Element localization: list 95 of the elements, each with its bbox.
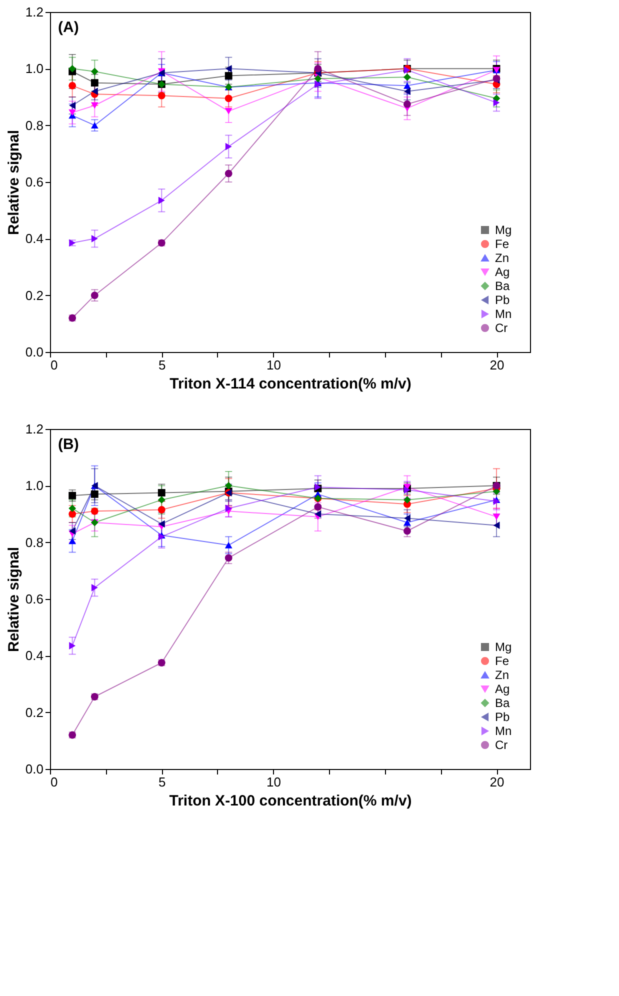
point	[69, 527, 76, 535]
point	[90, 79, 98, 87]
y-tick-label: 0.2	[25, 704, 44, 720]
point	[90, 292, 98, 300]
point	[158, 92, 166, 100]
legend-label: Ba	[495, 279, 510, 293]
chart-title: (B)	[58, 436, 79, 453]
point	[90, 68, 98, 76]
legend-label: Ba	[495, 696, 510, 710]
point	[314, 510, 322, 518]
point	[225, 142, 232, 150]
point	[224, 482, 232, 490]
y-tick-label: 0.0	[25, 762, 44, 776]
point	[90, 102, 98, 109]
point	[224, 108, 232, 114]
point	[224, 72, 232, 80]
point	[68, 538, 76, 544]
legend-label: Ag	[495, 265, 510, 279]
y-tick-label: 0.0	[25, 344, 44, 360]
point	[69, 642, 76, 650]
point	[91, 234, 98, 242]
y-tick-label: 1.0	[25, 478, 44, 494]
point	[90, 122, 98, 129]
y-tick-label: 0.4	[25, 231, 44, 246]
point	[224, 554, 232, 562]
point	[404, 527, 411, 535]
x-tick-label: 5	[158, 358, 166, 372]
point	[90, 490, 98, 498]
point	[91, 88, 98, 96]
legend-label: Mn	[495, 724, 512, 738]
y-tick-label: 0.4	[25, 648, 44, 664]
legend-label: Pb	[495, 710, 510, 724]
legend-label: Mg	[495, 223, 512, 237]
legend-label: Cr	[495, 321, 508, 335]
y-tick-label: 0.2	[25, 288, 44, 303]
point	[225, 64, 232, 72]
point	[68, 504, 76, 512]
point	[68, 510, 76, 518]
legend-label: Cr	[495, 738, 508, 752]
point	[404, 100, 411, 108]
point	[225, 504, 232, 512]
point	[158, 520, 165, 528]
point	[90, 507, 98, 515]
x-tick-label: 5	[158, 774, 166, 790]
x-axis-title: Triton X-114 concentration(% m/v)	[170, 376, 412, 392]
point	[224, 170, 232, 178]
x-tick-label: 0	[50, 774, 58, 790]
legend-label: Zn	[495, 668, 510, 682]
x-tick-label: 10	[266, 774, 281, 790]
y-axis-title: Relative signal	[5, 546, 22, 652]
point	[158, 506, 166, 514]
point	[404, 514, 410, 522]
y-tick-label: 1.2	[25, 4, 44, 20]
point	[68, 64, 76, 72]
point	[91, 584, 98, 592]
point	[158, 496, 166, 504]
legend-label: Mg	[495, 640, 512, 654]
point	[68, 109, 76, 116]
legend-label: Pb	[495, 293, 510, 307]
point	[314, 503, 322, 511]
point	[404, 82, 411, 89]
x-tick-label: 10	[266, 358, 281, 372]
point	[68, 492, 76, 500]
chart-title: (A)	[58, 19, 79, 36]
point	[158, 196, 165, 204]
y-tick-label: 0.8	[25, 118, 44, 133]
legend-label: Mn	[495, 307, 512, 321]
legend-label: Fe	[495, 237, 510, 251]
point	[493, 522, 500, 530]
y-tick-label: 0.8	[25, 534, 44, 550]
y-axis-title: Relative signal	[5, 130, 22, 236]
point	[224, 542, 232, 548]
point	[69, 102, 76, 110]
point	[314, 64, 322, 72]
x-tick-label: 0	[50, 358, 58, 372]
y-tick-label: 1.2	[25, 422, 44, 436]
point	[492, 94, 500, 102]
y-tick-label: 0.6	[25, 174, 44, 190]
y-tick-label: 0.6	[25, 592, 44, 606]
x-tick-label: 20	[490, 774, 504, 790]
y-tick-label: 1.0	[25, 61, 44, 76]
point	[493, 98, 500, 106]
point	[404, 88, 410, 96]
point	[492, 514, 500, 520]
point	[158, 489, 166, 496]
legend-label: Ag	[495, 682, 510, 696]
legend-label: Fe	[495, 654, 510, 668]
point	[224, 94, 232, 102]
x-tick-label: 20	[490, 358, 504, 372]
legend-label: Zn	[495, 251, 510, 265]
point	[68, 82, 76, 90]
x-axis-title: Triton X-100 concentration(% m/v)	[169, 792, 412, 810]
point	[404, 73, 411, 81]
point	[404, 519, 411, 526]
point	[404, 496, 411, 504]
